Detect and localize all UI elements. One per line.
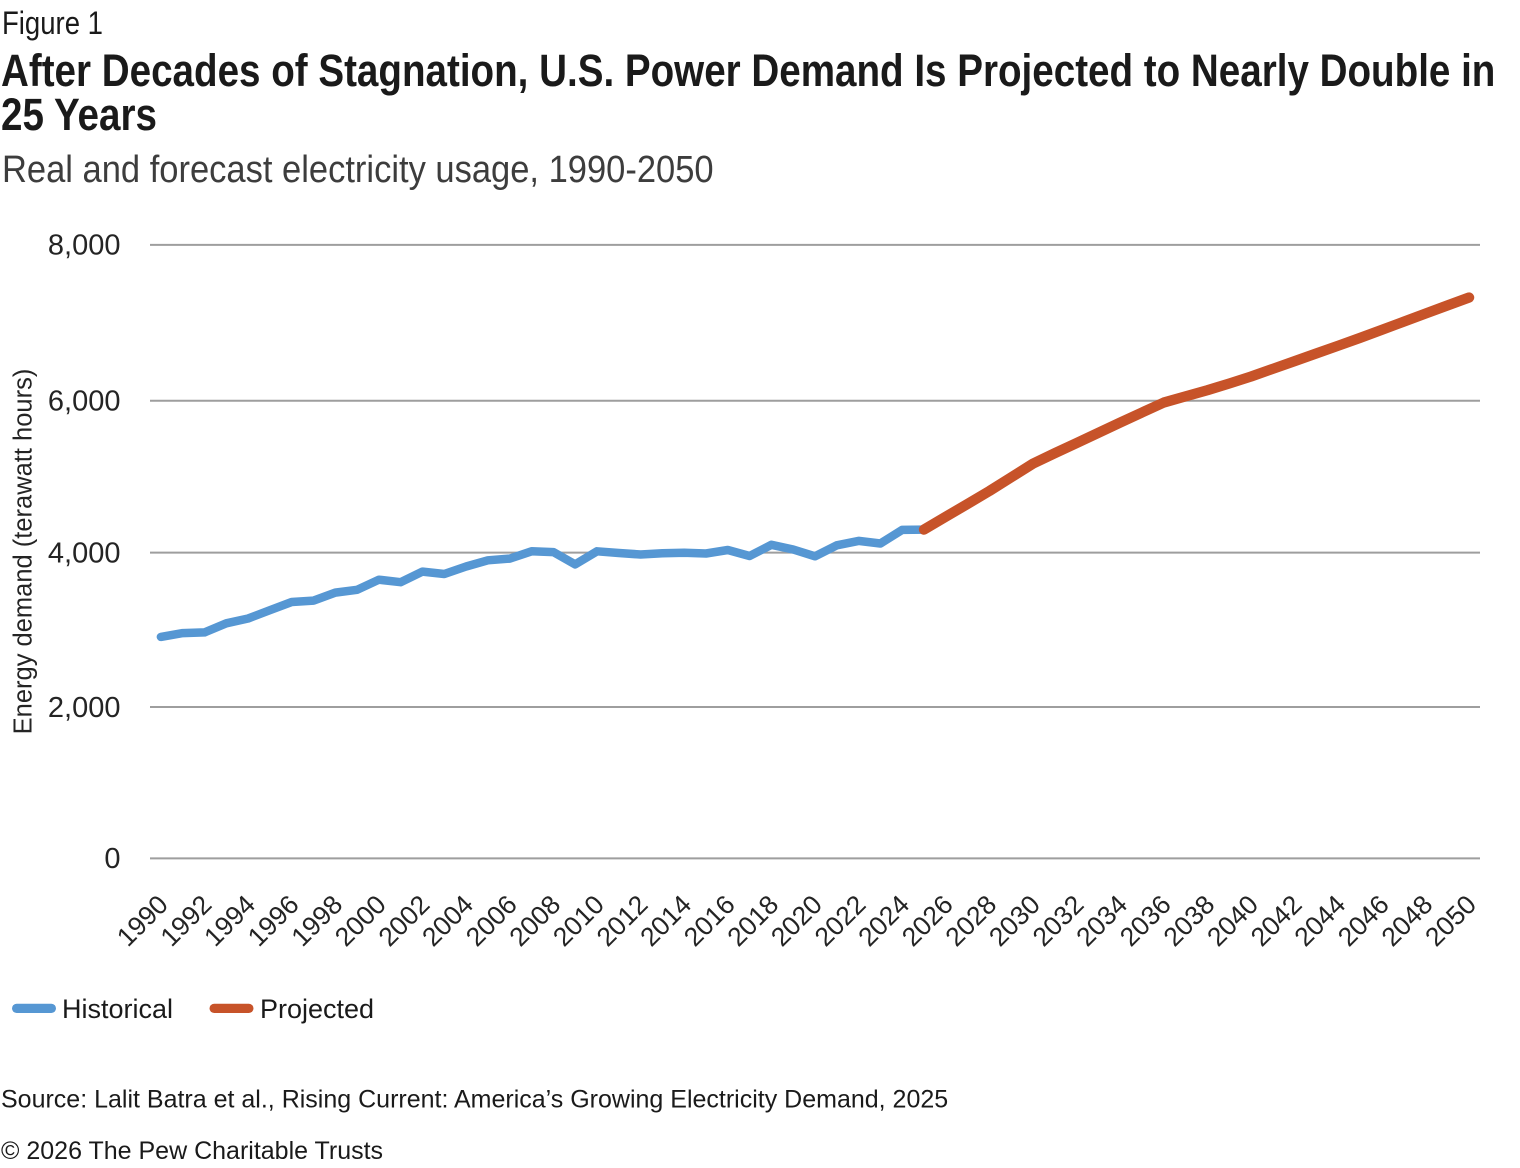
- svg-text:0: 0: [104, 843, 120, 875]
- svg-text:8,000: 8,000: [48, 230, 121, 262]
- svg-text:Energy demand (terawatt hours): Energy demand (terawatt hours): [10, 369, 38, 735]
- svg-text:2050: 2050: [1419, 889, 1482, 952]
- svg-text:Historical: Historical: [62, 994, 173, 1024]
- svg-text:© 2026 The Pew Charitable Trus: © 2026 The Pew Charitable Trusts: [1, 1137, 383, 1165]
- svg-text:6,000: 6,000: [48, 386, 121, 418]
- svg-text:Projected: Projected: [260, 994, 374, 1024]
- svg-text:2,000: 2,000: [48, 692, 121, 724]
- svg-text:4,000: 4,000: [48, 537, 121, 569]
- svg-text:Source: Lalit Batra et al., Ri: Source: Lalit Batra et al., Rising Curre…: [1, 1086, 948, 1114]
